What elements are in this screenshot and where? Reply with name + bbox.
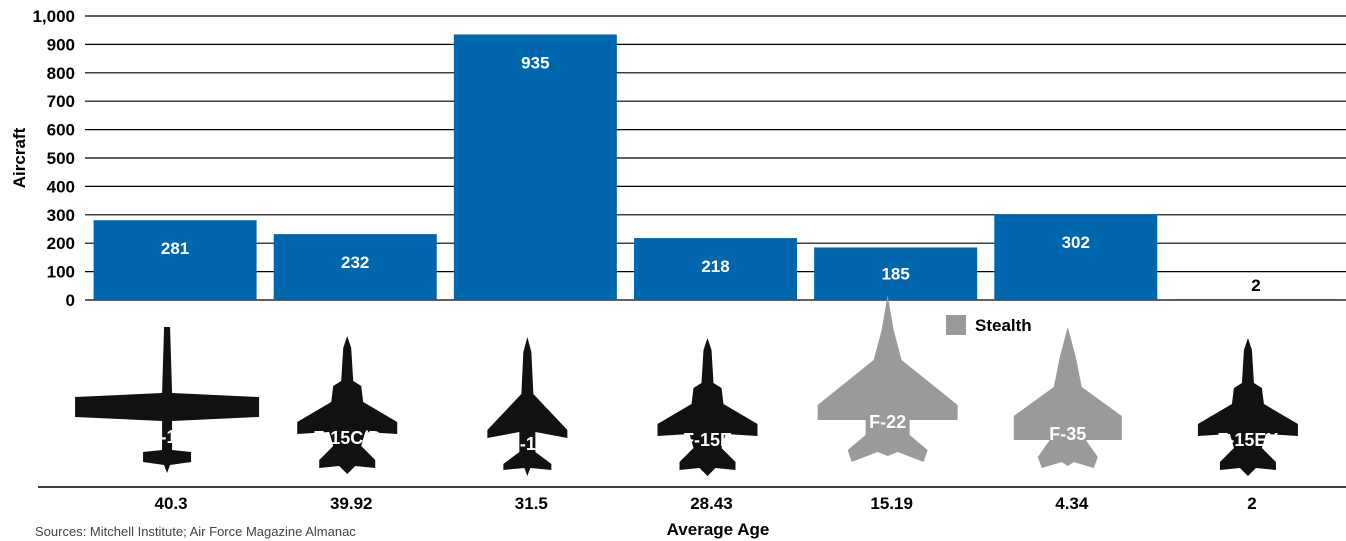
x-axis-title: Average Age <box>667 520 770 539</box>
f15ex-silhouette-icon <box>1197 338 1298 476</box>
aircraft-silhouettes: A-10 F-15C/D F-16 F-15E F-22 F-35 F-15EX <box>75 295 1298 476</box>
bar <box>634 238 797 300</box>
y-tick-label: 0 <box>66 291 75 310</box>
f22-silhouette-icon <box>817 295 958 462</box>
aircraft-label: F-35 <box>1049 424 1086 444</box>
bar <box>1174 299 1338 300</box>
a10-silhouette-icon <box>75 327 260 473</box>
y-tick-label: 100 <box>47 263 75 282</box>
bar <box>453 34 617 301</box>
source-note: Sources: Mitchell Institute; Air Force M… <box>35 524 356 539</box>
average-age-value: 4.34 <box>1055 494 1089 513</box>
average-age-value: 15.19 <box>870 494 913 513</box>
average-age-value: 31.5 <box>515 494 548 513</box>
bars: 281 232 935 218 185 302 2 <box>93 34 1338 301</box>
average-age-labels: 40.3 39.92 31.5 28.43 15.19 4.34 2 <box>155 494 1257 513</box>
bar-value-label: 185 <box>881 265 909 284</box>
bar-value-label: 935 <box>521 53 549 72</box>
y-tick-label: 700 <box>47 92 75 111</box>
y-tick-label: 400 <box>47 177 75 196</box>
bar-value-label: 232 <box>341 253 369 272</box>
y-tick-label: 300 <box>47 206 75 225</box>
legend-label-stealth: Stealth <box>975 316 1032 335</box>
bar <box>93 220 257 300</box>
y-tick-label: 500 <box>47 149 75 168</box>
y-tick-label: 800 <box>47 64 75 83</box>
f16-silhouette-icon <box>487 337 568 476</box>
y-axis-title: Aircraft <box>10 127 29 188</box>
f15e-silhouette-icon <box>657 338 758 476</box>
y-tick-label: 1,000 <box>32 7 75 26</box>
average-age-value: 28.43 <box>690 494 733 513</box>
bar-value-label: 302 <box>1062 233 1090 252</box>
y-tick-label: 900 <box>47 35 75 54</box>
aircraft-label: F-15E <box>683 430 732 450</box>
average-age-value: 39.92 <box>330 494 373 513</box>
bar-value-label: 281 <box>161 239 189 258</box>
average-age-value: 40.3 <box>155 494 188 513</box>
aircraft-label: F-15EX <box>1217 430 1278 450</box>
f35-silhouette-icon <box>1013 327 1122 468</box>
f15cd-silhouette-icon <box>297 336 398 474</box>
aircraft-label: F-15C/D <box>313 428 381 448</box>
bar <box>273 234 437 300</box>
y-tick-label: 200 <box>47 234 75 253</box>
aircraft-label: F-22 <box>869 412 906 432</box>
bar-value-label: 2 <box>1251 276 1260 295</box>
legend-swatch-stealth <box>946 315 966 335</box>
average-age-value: 2 <box>1247 494 1256 513</box>
bar-value-label: 218 <box>701 257 729 276</box>
y-tick-label: 600 <box>47 121 75 140</box>
y-axis-ticks: 0 100 200 300 400 500 600 700 800 900 1,000 <box>32 7 75 310</box>
aircraft-label: A-10 <box>148 427 187 447</box>
bar <box>994 214 1158 300</box>
aircraft-label: F-16 <box>509 434 546 454</box>
bar <box>814 247 978 300</box>
legend: Stealth <box>946 315 1032 335</box>
